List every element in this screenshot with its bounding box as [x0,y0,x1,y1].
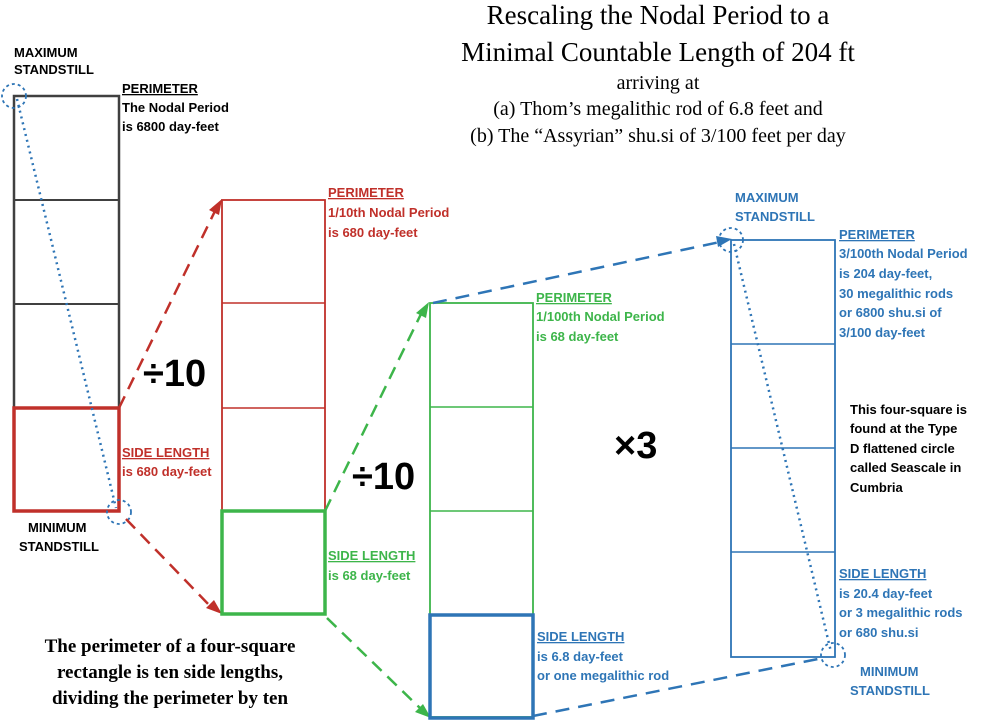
rect2-side-square [220,509,327,616]
caption-line-1: The perimeter of a four-square [45,636,296,657]
connector-3-to-5 [432,240,824,718]
rect5-min-standstill-marker [820,642,846,668]
multiply-operator: ×3 [614,425,657,467]
rect5-side-heading: SIDE LENGTH [839,566,926,581]
rect1-perimeter-line-2: is 6800 day-feet [122,119,220,134]
rect-nodal-period [12,94,121,513]
rect5-max-label-1: MAXIMUM [735,190,799,205]
subtitle-line-1: arriving at [617,72,700,94]
rect5-side-line-3: or 680 shu.si [839,625,918,640]
connector-1-top-line [117,208,218,409]
rect5-side-line-2: or 3 megalithic rods [839,605,963,620]
rect1-diagonal [15,98,118,509]
rect3-side-heading: SIDE LENGTH [537,629,624,644]
rect1-min-label-2: STANDSTILL [19,539,99,554]
seascale-note: This four-square is found at the Type D … [850,402,967,495]
rect1-max-label-1: MAXIMUM [14,45,78,60]
rect2-side-line-1: is 68 day-feet [328,568,411,583]
rect5-side-line-1: is 20.4 day-feet [839,586,933,601]
connector-2-top-line [323,311,424,512]
connector-1-bottom-line [125,518,213,609]
rect5-perimeter-line-1: 3/100th Nodal Period [839,246,968,261]
rect1-side-line-1: is 680 day-feet [122,464,212,479]
rect1-labels: MAXIMUM STANDSTILL PERIMETER The Nodal P… [14,45,229,554]
note-line-4: called Seascale in [850,460,961,475]
rect5-perimeter-line-3: 30 megalithic rods [839,286,953,301]
rect1-perimeter-heading: PERIMETER [122,81,198,96]
note-line-2: found at the Type [850,421,957,436]
rect1-max-label-2: STANDSTILL [14,62,94,77]
divide-operator-1: ÷10 [143,353,206,395]
connector-2-bottom-arrowhead [415,704,431,718]
rect3-labels: PERIMETER 1/100th Nodal Period is 68 day… [328,290,665,583]
rect-tenth [220,199,327,616]
rect3-outline [429,302,534,718]
connector-1-top-arrowhead [209,199,222,215]
rect3-perimeter-heading: PERIMETER [536,290,612,305]
rect-hundredth [428,302,535,720]
rect2-perimeter-heading: PERIMETER [328,185,404,200]
note-line-1: This four-square is [850,402,967,417]
rect5-diagonal [732,243,833,653]
rect5-perimeter-line-2: is 204 day-feet, [839,266,932,281]
rect5-max-label-2: STANDSTILL [735,209,815,224]
rect2-outline [221,199,326,615]
note-line-3: D flattened circle [850,441,955,456]
rect5-min-label-2: STANDSTILL [850,683,930,698]
subtitle-line-3: (b) The “Assyrian” shu.si of 3/100 feet … [470,125,846,147]
rect3-side-square [428,613,535,720]
connector-2-top-arrowhead [416,302,429,318]
rect2-labels: PERIMETER 1/10th Nodal Period is 680 day… [122,185,449,479]
rect3-side-line-1: is 6.8 day-feet [537,649,624,664]
caption: The perimeter of a four-square rectangle… [45,636,296,709]
rect2-perimeter-line-1: 1/10th Nodal Period [328,205,449,220]
rect5-perimeter-heading: PERIMETER [839,227,915,242]
caption-line-3: dividing the perimeter by ten [52,688,289,709]
rect-three-hundredth [730,239,836,658]
rect5-perimeter-line-4: or 6800 shu.si of [839,305,942,320]
caption-line-2: rectangle is ten side lengths, [57,662,283,683]
title-line-1: Rescaling the Nodal Period to a [487,0,830,30]
rect5-perimeter-line-5: 3/100 day-feet [839,325,926,340]
rect1-min-standstill-marker [106,499,132,525]
rect3-side-line-2: or one megalithic rod [537,668,669,683]
connector-3-top-line [432,240,721,305]
rect1-side-heading: SIDE LENGTH [122,445,209,460]
rect5-min-label-1: MINIMUM [860,664,919,679]
rect5-labels: MAXIMUM STANDSTILL PERIMETER 3/100th Nod… [735,190,968,698]
rect1-side-square [12,406,121,513]
rect1-perimeter-line-1: The Nodal Period [122,100,229,115]
operators: ÷10 ÷10 ×3 [143,353,657,498]
connector-3-bottom-line [532,656,824,718]
title-block: Rescaling the Nodal Period to a Minimal … [461,0,855,147]
note-line-5: Cumbria [850,480,904,495]
rect4-labels: SIDE LENGTH is 6.8 day-feet or one megal… [537,629,669,683]
connector-3-top-arrowhead [716,236,732,247]
rect2-side-heading: SIDE LENGTH [328,548,415,563]
connector-2-bottom-line [326,617,423,711]
rect5-max-standstill-marker [718,227,744,253]
subtitle-line-2: (a) Thom’s megalithic rod of 6.8 feet an… [493,98,823,120]
rect3-perimeter-line-1: 1/100th Nodal Period [536,309,665,324]
connector-1-bottom-arrowhead [206,600,222,614]
rect2-perimeter-line-2: is 680 day-feet [328,225,418,240]
rect1-max-standstill-marker [1,83,27,109]
connector-2-to-3 [323,311,424,711]
title-line-2: Minimal Countable Length of 204 ft [461,37,855,67]
rect1-min-label-1: MINIMUM [28,520,87,535]
divide-operator-2: ÷10 [352,456,415,498]
connector-1-to-2 [117,208,218,609]
rect3-perimeter-line-2: is 68 day-feet [536,329,619,344]
